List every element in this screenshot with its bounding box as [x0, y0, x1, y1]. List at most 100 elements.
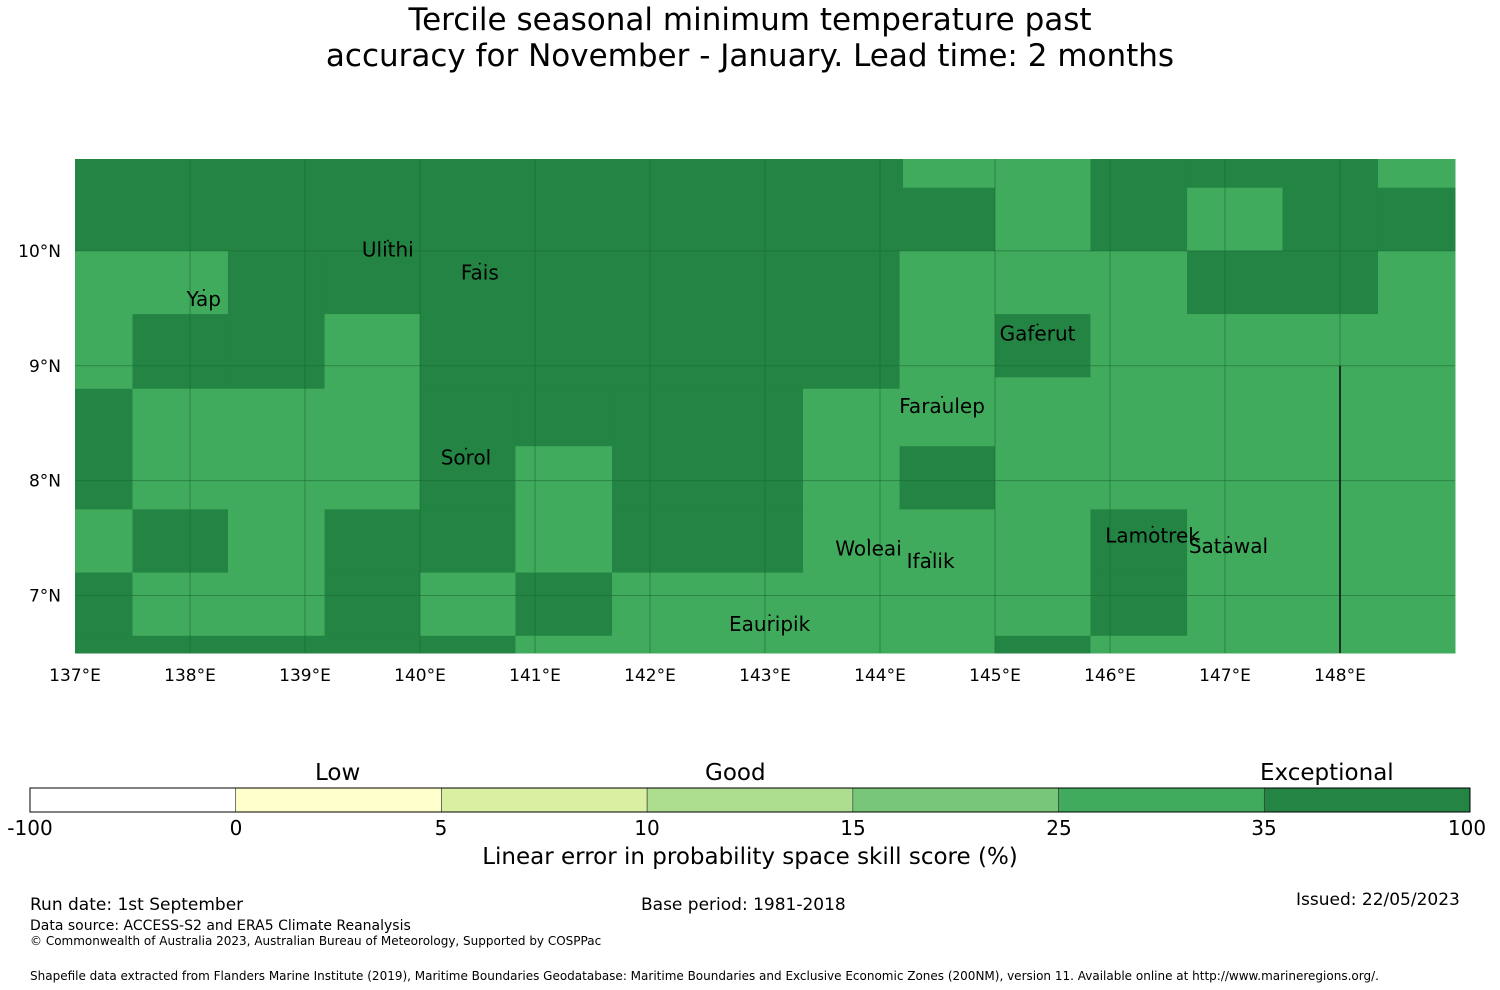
y-tick-label: 8°N: [29, 472, 61, 492]
skill-cell: [995, 159, 1091, 252]
place-label: Satawal: [1189, 534, 1268, 558]
skill-cell: [75, 159, 904, 252]
island-dot: [1227, 536, 1230, 539]
x-tick-label: 141°E: [509, 666, 561, 686]
skill-cell: [612, 509, 804, 574]
colorbar-segment: [441, 787, 648, 813]
y-tick-label: 9°N: [29, 357, 61, 377]
skill-cell: [324, 250, 421, 315]
skill-cell: [1090, 250, 1188, 390]
place-labels: Ulithi Fais Yap Gaferut Faraulep Sorol WoleaiI…: [186, 238, 1268, 637]
skill-cell: [995, 314, 1091, 378]
skill-cell: [1377, 187, 1456, 252]
skill-cell: [75, 250, 133, 390]
y-tick-label: 10°N: [18, 242, 61, 262]
island-dot: [768, 614, 771, 617]
place-label: Gaferut: [1000, 322, 1076, 346]
skill-cell: [515, 446, 613, 510]
skill-cell: [75, 388, 133, 510]
island-dot: [1036, 323, 1039, 326]
title-line-1: Tercile seasonal minimum temperature pas…: [408, 2, 1092, 38]
colorbar-title: Linear error in probability space skill …: [482, 844, 1018, 870]
place-label: Ulithi: [362, 238, 414, 262]
skill-cell: [1090, 159, 1188, 252]
x-tick-label: 143°E: [739, 666, 791, 686]
skill-cell: [1282, 159, 1379, 252]
skill-cell: [515, 509, 613, 574]
colorbar-tick: 5: [434, 816, 448, 840]
place-label: Fais: [461, 261, 499, 285]
skill-cell: [1187, 509, 1456, 574]
colorbar-tick: 35: [1251, 816, 1277, 840]
place-label: Woleai: [835, 536, 902, 560]
x-tick-label: 140°E: [394, 666, 446, 686]
island-dot: [1151, 525, 1154, 528]
skill-cell: [1187, 572, 1456, 637]
map-title: Tercile seasonal minimum temperature pas…: [0, 2, 1500, 74]
x-tick-label: 145°E: [969, 666, 1021, 686]
colorbar-tick: -100: [7, 816, 53, 840]
island-dot: [929, 550, 932, 553]
place-label: Ifalik: [907, 549, 955, 573]
skill-cell: [227, 509, 326, 574]
skill-cell: [132, 388, 421, 510]
island-dot: [465, 447, 467, 450]
skill-cell: [324, 314, 421, 390]
colorbar-tick: 100: [1447, 816, 1487, 840]
x-tick-label: 142°E: [624, 666, 676, 686]
skill-cell: [903, 159, 996, 189]
island-dot: [867, 538, 870, 541]
skill-cell: [1090, 509, 1188, 574]
graticule: [75, 159, 1455, 653]
shapefile-credit: Shapefile data extracted from Flanders M…: [30, 969, 1379, 983]
x-tick-label: 144°E: [854, 666, 906, 686]
x-tick-label: 139°E: [279, 666, 331, 686]
skill-cell: [1187, 159, 1283, 189]
skill-cell: [1090, 572, 1188, 637]
x-tick-label: 146°E: [1084, 666, 1136, 686]
place-label: Eauripik: [729, 612, 811, 636]
skill-cell: [515, 635, 996, 654]
issued-date: Issued: 22/05/2023: [1296, 890, 1460, 910]
skill-cell: [802, 388, 901, 510]
colorbar-frame: [29, 787, 1471, 813]
colorbar-segment: [29, 787, 237, 813]
colorbar-segment: [646, 787, 854, 813]
place-label: Faraulep: [899, 394, 985, 418]
colorbar-segment: [1058, 787, 1265, 813]
place-label: Yap: [186, 287, 221, 311]
skill-cell: [420, 572, 516, 637]
skill-cell: [612, 388, 804, 510]
skill-cell: [1377, 159, 1456, 189]
skill-cell: [1377, 250, 1456, 390]
skill-cell: [802, 509, 1091, 574]
skill-cell: [995, 377, 1091, 390]
base-period: Base period: 1981-2018: [641, 895, 846, 915]
colorbar-tick: 0: [229, 816, 243, 840]
map-axes: 137°E 138°E 139°E 140°E 141°E 142°E 143°E 144°E…: [18, 242, 1366, 686]
skill-cell: [132, 509, 229, 574]
copyright: © Commonwealth of Australia 2023, Austra…: [30, 934, 602, 948]
skill-cell: [899, 250, 996, 390]
title-line-2: accuracy for November - January. Lead ti…: [325, 38, 1175, 74]
colorbar-segment: [1263, 787, 1471, 813]
skill-cell: [515, 572, 613, 637]
skill-cell: [1187, 250, 1379, 315]
colorbar-label-good: Good: [705, 760, 766, 786]
skill-cell: [132, 572, 326, 637]
skill-cell: [227, 250, 326, 390]
colorbar-tick: 25: [1046, 816, 1072, 840]
skill-cell: [515, 388, 613, 447]
x-tick-label: 147°E: [1199, 666, 1251, 686]
skill-cell: [75, 509, 133, 574]
skill-cell: [612, 572, 1091, 637]
island-dot: [941, 395, 944, 398]
skill-cell: [899, 388, 996, 447]
colorbar-tick: 15: [840, 816, 866, 840]
data-source: Data source: ACCESS-S2 and ERA5 Climate …: [30, 918, 411, 934]
island-dot: [202, 289, 205, 292]
skill-cell: [420, 388, 516, 510]
colorbar-label-low: Low: [315, 760, 361, 786]
skill-cell: [1090, 635, 1456, 654]
